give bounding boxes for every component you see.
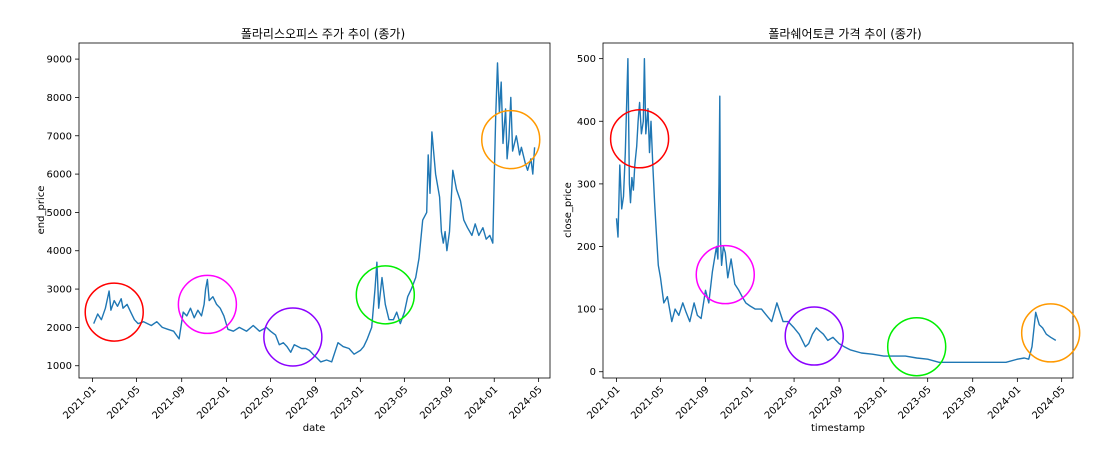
highlight-circle [263, 307, 323, 367]
x-tick-label: 2021-05 [105, 384, 142, 421]
x-tick-label: 2023-01 [853, 384, 890, 421]
left-y-axis-label: end_price [36, 186, 47, 235]
x-tick-label: 2022-09 [808, 384, 845, 421]
highlight-circle [695, 244, 756, 305]
x-tick-label: 2022-01 [719, 384, 756, 421]
x-tick-label: 2023-01 [329, 384, 366, 421]
y-tick-label: 6000 [47, 170, 72, 181]
right-x-axis-label: timestamp [811, 423, 865, 434]
y-tick-label: 200 [577, 242, 596, 253]
y-tick-label: 2000 [47, 323, 72, 334]
x-tick-label: 2024-01 [986, 384, 1023, 421]
y-tick-label: 7000 [47, 131, 72, 142]
x-tick-label: 2024-05 [1030, 384, 1067, 421]
y-tick-label: 500 [577, 54, 596, 65]
y-tick-label: 1000 [47, 361, 72, 372]
y-tick-label: 100 [577, 305, 596, 316]
highlight-circle [609, 109, 670, 169]
y-tick-label: 3000 [47, 285, 72, 296]
y-tick-label: 400 [577, 117, 596, 128]
x-tick-label: 2024-01 [463, 384, 500, 421]
x-tick-label: 2024-05 [507, 384, 544, 421]
x-tick-label: 2023-05 [896, 384, 933, 421]
right-plot-frame [602, 42, 1074, 379]
left-series-line [93, 62, 536, 363]
x-tick-label: 2022-05 [763, 384, 800, 421]
y-tick-label: 8000 [47, 93, 72, 104]
highlight-circle [355, 265, 416, 325]
right-chart-title: 폴라쉐어토큰 가격 추이 (종가) [768, 27, 921, 41]
left-plot-frame [78, 42, 551, 379]
y-tick-label: 0 [590, 367, 596, 378]
highlight-circle [784, 306, 844, 366]
x-tick-label: 2022-01 [195, 384, 232, 421]
highlight-circle [886, 316, 947, 377]
x-tick-label: 2023-05 [373, 384, 410, 421]
y-tick-label: 9000 [47, 55, 72, 66]
right-y-axis-label: close_price [563, 182, 574, 238]
left-chart: 폴라리스오피스 주가 추이 (종가) 1000 2000 3000 4000 5000 6… [36, 27, 551, 434]
highlight-circle [177, 274, 238, 335]
left-chart-title: 폴라리스오피스 주가 추이 (종가) [241, 27, 405, 41]
right-chart: 폴라쉐어토큰 가격 추이 (종가) 0 100 200 300 400 500 2021-… [563, 27, 1081, 434]
highlight-circle [481, 109, 541, 170]
left-x-axis-label: date [303, 423, 326, 434]
x-tick-label: 2022-05 [239, 384, 276, 421]
x-tick-label: 2021-09 [150, 384, 187, 421]
y-tick-label: 5000 [47, 208, 72, 219]
x-tick-label: 2022-09 [284, 384, 321, 421]
highlight-circle [84, 282, 144, 342]
x-tick-label: 2021-05 [629, 384, 666, 421]
x-tick-label: 2021-01 [585, 384, 622, 421]
x-tick-label: 2021-09 [674, 384, 711, 421]
x-tick-label: 2023-09 [941, 384, 978, 421]
y-tick-label: 4000 [47, 246, 72, 257]
y-tick-label: 300 [577, 179, 596, 190]
x-tick-label: 2021-01 [61, 384, 98, 421]
x-tick-label: 2023-09 [418, 384, 455, 421]
right-series-line [615, 58, 1057, 363]
highlight-circle [1020, 303, 1081, 363]
